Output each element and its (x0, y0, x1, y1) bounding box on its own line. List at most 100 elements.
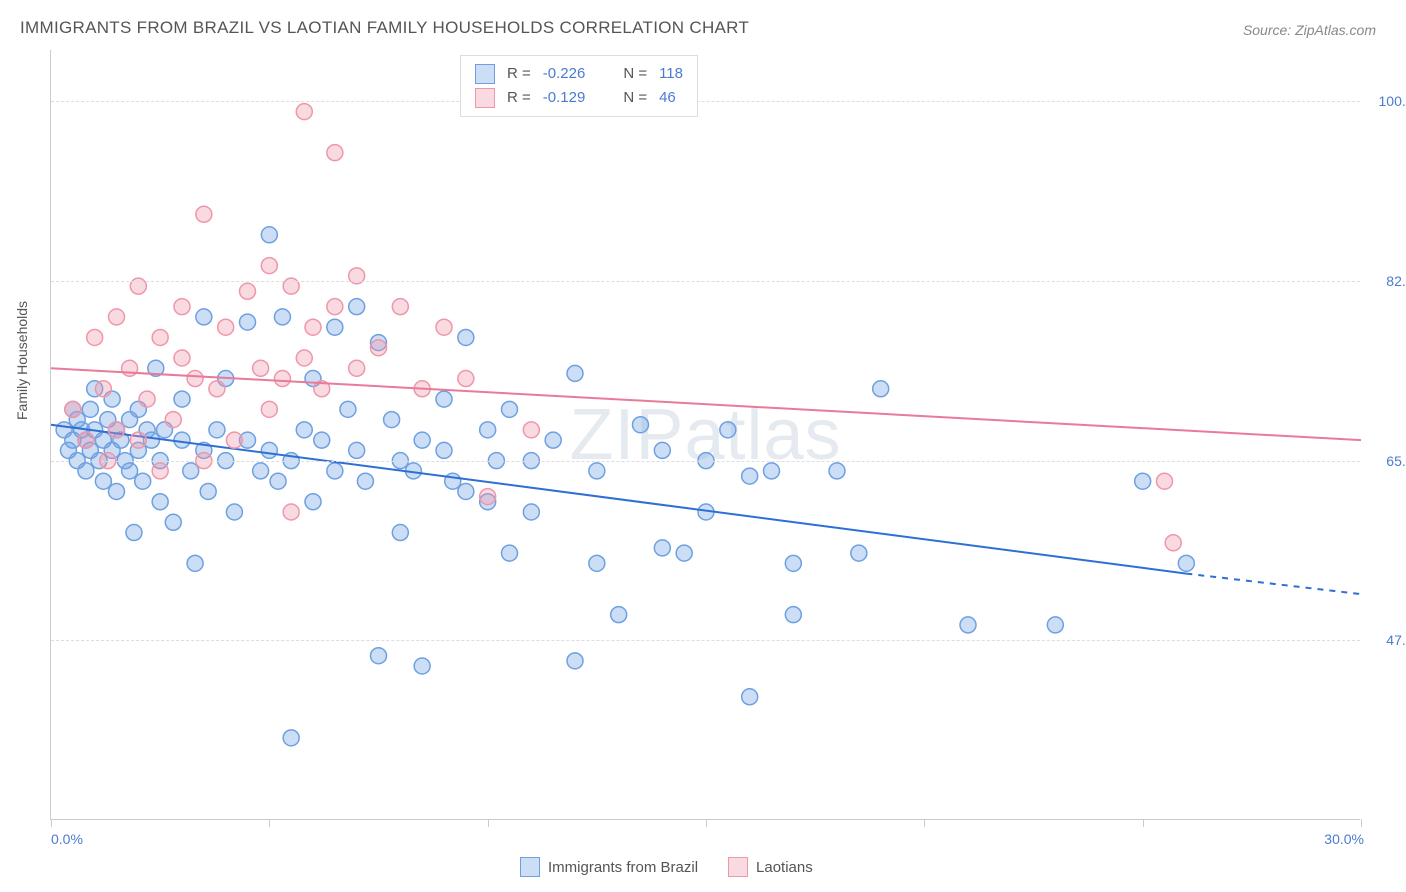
scatter-point (1135, 473, 1151, 489)
scatter-point (187, 555, 203, 571)
scatter-point (392, 299, 408, 315)
scatter-point (122, 463, 138, 479)
legend-row: R =-0.129N =46 (475, 86, 683, 110)
scatter-point (829, 463, 845, 479)
scatter-point (174, 350, 190, 366)
scatter-point (130, 432, 146, 448)
scatter-point (502, 401, 518, 417)
scatter-point (200, 483, 216, 499)
scatter-point (785, 607, 801, 623)
scatter-point (436, 391, 452, 407)
r-label: R = (507, 62, 531, 86)
scatter-point (371, 340, 387, 356)
legend-swatch-icon (520, 857, 540, 877)
scatter-point (785, 555, 801, 571)
gridline (51, 101, 1360, 102)
scatter-point (226, 432, 242, 448)
scatter-point (676, 545, 692, 561)
scatter-point (502, 545, 518, 561)
scatter-point (109, 483, 125, 499)
scatter-point (78, 463, 94, 479)
gridline (51, 461, 1360, 462)
scatter-point (742, 689, 758, 705)
scatter-point (274, 371, 290, 387)
y-axis-title: Family Households (14, 301, 30, 420)
scatter-point (152, 329, 168, 345)
n-label: N = (623, 86, 647, 110)
chart-container: IMMIGRANTS FROM BRAZIL VS LAOTIAN FAMILY… (0, 0, 1406, 892)
scatter-point (349, 299, 365, 315)
scatter-point (283, 730, 299, 746)
scatter-point (95, 381, 111, 397)
scatter-point (327, 463, 343, 479)
x-tick (51, 819, 52, 827)
scatter-point (296, 350, 312, 366)
scatter-point (109, 309, 125, 325)
scatter-point (261, 442, 277, 458)
r-value: -0.226 (543, 62, 586, 86)
scatter-point (480, 489, 496, 505)
scatter-point (357, 473, 373, 489)
scatter-point (327, 145, 343, 161)
y-tick-label: 100.0% (1379, 93, 1406, 109)
scatter-point (253, 463, 269, 479)
scatter-point (209, 422, 225, 438)
scatter-point (414, 658, 430, 674)
scatter-point (445, 473, 461, 489)
scatter-point (196, 309, 212, 325)
scatter-point (152, 463, 168, 479)
scatter-point (480, 422, 496, 438)
legend-swatch-icon (475, 88, 495, 108)
legend-swatch-icon (728, 857, 748, 877)
scatter-point (305, 319, 321, 335)
scatter-point (196, 206, 212, 222)
legend-correlation: R =-0.226N =118R =-0.129N =46 (460, 55, 698, 117)
scatter-point (764, 463, 780, 479)
scatter-point (218, 319, 234, 335)
n-value: 46 (659, 86, 676, 110)
scatter-point (611, 607, 627, 623)
gridline (51, 281, 1360, 282)
x-label-left: 0.0% (51, 831, 83, 847)
scatter-point (589, 555, 605, 571)
scatter-point (165, 412, 181, 428)
scatter-point (349, 360, 365, 376)
legend-series-label: Laotians (756, 859, 813, 876)
scatter-point (261, 258, 277, 274)
x-tick (1143, 819, 1144, 827)
scatter-point (589, 463, 605, 479)
x-tick (269, 819, 270, 827)
scatter-point (187, 371, 203, 387)
scatter-point (82, 401, 98, 417)
scatter-point (327, 299, 343, 315)
scatter-point (327, 319, 343, 335)
scatter-point (340, 401, 356, 417)
scatter-point (1165, 535, 1181, 551)
scatter-point (458, 371, 474, 387)
scatter-point (261, 227, 277, 243)
scatter-point (742, 468, 758, 484)
scatter-point (384, 412, 400, 428)
scatter-point (851, 545, 867, 561)
x-tick (1361, 819, 1362, 827)
scatter-point (873, 381, 889, 397)
x-tick (488, 819, 489, 827)
scatter-point (109, 422, 125, 438)
scatter-point (349, 442, 365, 458)
scatter-point (165, 514, 181, 530)
scatter-point (209, 381, 225, 397)
scatter-point (274, 309, 290, 325)
scatter-point (183, 463, 199, 479)
scatter-point (174, 432, 190, 448)
scatter-point (523, 504, 539, 520)
regression-line-dashed (1186, 574, 1361, 595)
scatter-point (654, 540, 670, 556)
scatter-point (458, 329, 474, 345)
y-tick-label: 65.0% (1386, 453, 1406, 469)
regression-line (51, 425, 1186, 574)
scatter-point (296, 422, 312, 438)
gridline (51, 640, 1360, 641)
scatter-point (567, 653, 583, 669)
n-value: 118 (659, 62, 683, 86)
scatter-point (270, 473, 286, 489)
